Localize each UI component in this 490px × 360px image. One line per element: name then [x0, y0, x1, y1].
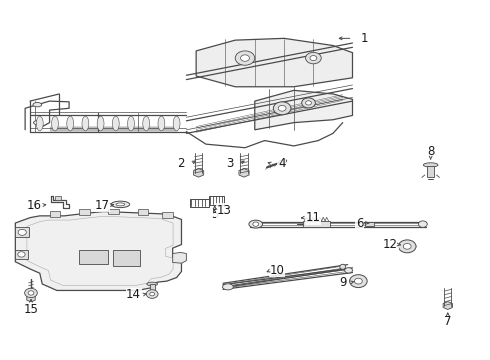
Polygon shape	[194, 168, 204, 177]
Bar	[79, 210, 90, 215]
Text: 17: 17	[95, 199, 110, 212]
Ellipse shape	[33, 121, 41, 125]
Bar	[49, 211, 60, 217]
Ellipse shape	[173, 116, 180, 131]
Bar	[113, 250, 140, 266]
Ellipse shape	[36, 116, 43, 131]
Ellipse shape	[127, 116, 134, 131]
Ellipse shape	[116, 203, 125, 206]
Ellipse shape	[51, 116, 58, 131]
Bar	[55, 196, 61, 201]
Bar	[427, 166, 434, 177]
Ellipse shape	[158, 116, 165, 131]
Ellipse shape	[224, 283, 231, 288]
Bar	[190, 199, 209, 207]
Circle shape	[302, 98, 316, 108]
Text: 7: 7	[444, 315, 451, 328]
Polygon shape	[239, 168, 249, 177]
Circle shape	[310, 55, 317, 60]
Bar	[79, 250, 108, 264]
Text: 14: 14	[126, 288, 141, 301]
Bar	[162, 212, 172, 218]
Text: 8: 8	[427, 145, 434, 158]
Polygon shape	[443, 302, 452, 310]
Circle shape	[306, 101, 312, 105]
Circle shape	[147, 290, 158, 298]
Text: 5: 5	[211, 208, 219, 221]
Circle shape	[349, 275, 367, 288]
Polygon shape	[15, 212, 181, 291]
Text: 11: 11	[306, 211, 321, 224]
Circle shape	[24, 288, 37, 298]
Bar	[303, 221, 330, 227]
Ellipse shape	[423, 163, 438, 167]
Ellipse shape	[143, 116, 149, 131]
Ellipse shape	[33, 103, 42, 107]
Circle shape	[273, 102, 291, 115]
Text: 6: 6	[356, 216, 364, 230]
Circle shape	[403, 243, 411, 249]
Polygon shape	[196, 39, 352, 87]
Text: 10: 10	[270, 264, 284, 277]
Ellipse shape	[147, 282, 158, 286]
Circle shape	[150, 292, 155, 296]
Circle shape	[241, 55, 249, 61]
Ellipse shape	[67, 116, 74, 131]
Polygon shape	[27, 295, 35, 302]
Ellipse shape	[278, 159, 287, 164]
Bar	[15, 227, 29, 237]
Ellipse shape	[418, 221, 427, 227]
Ellipse shape	[340, 264, 345, 269]
Bar	[365, 222, 373, 226]
Ellipse shape	[97, 116, 104, 131]
Text: 16: 16	[26, 199, 42, 212]
Bar	[108, 209, 119, 215]
Text: 13: 13	[217, 204, 232, 217]
Circle shape	[278, 105, 286, 111]
Text: 2: 2	[177, 157, 184, 170]
Ellipse shape	[222, 284, 233, 290]
Text: 12: 12	[383, 238, 398, 251]
Bar	[209, 196, 224, 205]
Text: 1: 1	[361, 32, 368, 45]
Bar	[150, 284, 155, 292]
Text: 15: 15	[24, 303, 38, 316]
Bar	[15, 250, 27, 259]
Ellipse shape	[82, 116, 89, 131]
Circle shape	[253, 222, 259, 226]
Text: 4: 4	[278, 157, 285, 170]
Polygon shape	[172, 252, 186, 263]
Circle shape	[354, 278, 362, 284]
Ellipse shape	[344, 268, 352, 273]
Circle shape	[28, 291, 34, 295]
Ellipse shape	[249, 220, 263, 228]
Circle shape	[398, 240, 416, 253]
Circle shape	[306, 52, 321, 64]
Bar	[138, 210, 148, 215]
Circle shape	[18, 229, 26, 235]
Circle shape	[235, 51, 255, 65]
Circle shape	[18, 252, 25, 257]
Text: 9: 9	[339, 276, 346, 289]
Ellipse shape	[112, 116, 119, 131]
Polygon shape	[255, 90, 352, 130]
Text: 3: 3	[226, 157, 233, 170]
Ellipse shape	[111, 201, 130, 208]
